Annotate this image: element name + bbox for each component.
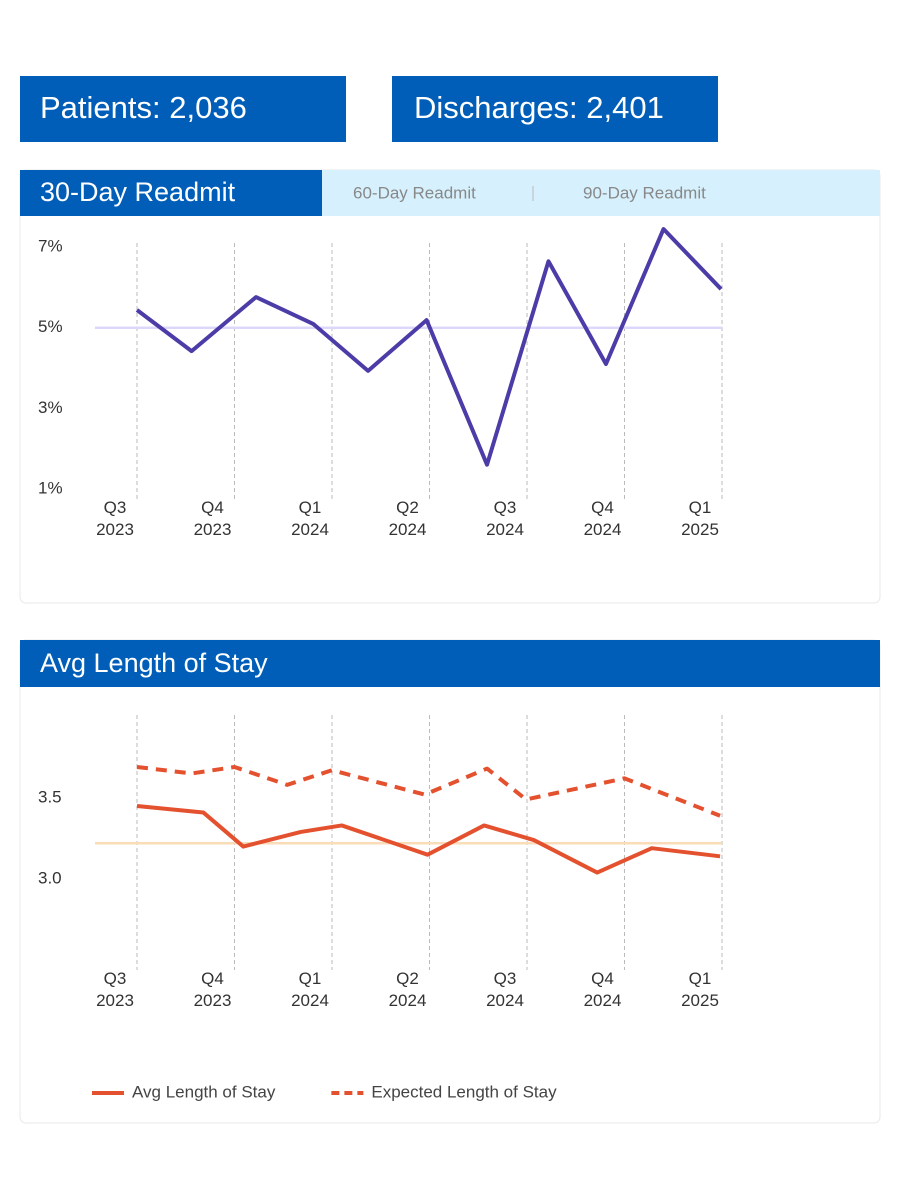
x-tick-label-line: 2024 [291,991,329,1010]
kpi: Discharges: 2,401 [414,90,664,125]
y-tick-label: 3.0 [38,869,62,888]
tab[interactable]: 60-Day Readmit [353,183,476,202]
x-tick-label-line: Q1 [299,969,322,988]
legend-label: Avg Length of Stay [132,1082,276,1101]
x-tick-label-line: 2024 [584,991,622,1010]
x-tick-label-line: 2025 [681,520,719,539]
x-tick-label: Q1 2025 [681,498,719,539]
x-tick-label: Q4 2024 [584,969,622,1010]
series-line [136,764,721,818]
y-tick-label: 7% [38,237,63,256]
y-tick-label: 5% [38,317,63,336]
x-tick-label-line: 2025 [681,991,719,1010]
x-tick-label-line: 2024 [486,991,524,1010]
x-tick-label-line: Q4 [591,969,614,988]
x-tick-label-line: Q2 [396,969,419,988]
x-tick-label: Q4 2024 [584,498,622,539]
x-tick-label-line: Q4 [591,498,614,517]
x-tick-label: Q3 2023 [96,498,134,539]
x-tick-label-line: 2024 [486,520,524,539]
x-tick-label-line: Q2 [396,498,419,517]
legend-label: Expected Length of Stay [371,1082,557,1101]
x-tick-label-line: Q4 [201,498,224,517]
kpi-box [20,76,346,142]
kpi: Patients: 2,036 [40,90,247,125]
x-tick-label-line: 2023 [96,991,134,1010]
tab[interactable]: 30-Day Readmit [40,177,236,207]
x-tick-label: Q2 2024 [389,498,427,539]
x-tick-label: Q4 2023 [194,969,232,1010]
tab[interactable]: 90-Day Readmit [583,183,706,202]
series-line [136,803,721,875]
x-tick-label-line: 2024 [389,991,427,1010]
x-tick-label-line: Q3 [494,969,517,988]
x-tick-label-line: Q1 [299,498,322,517]
x-tick-label-line: 2024 [291,520,329,539]
kpi-box [392,76,718,142]
y-tick-label: 1% [38,478,63,497]
series-line [135,227,723,467]
x-tick-label: Q1 2025 [681,969,719,1010]
x-tick-label: Q1 2024 [291,969,329,1010]
tab-active[interactable] [20,170,322,216]
y-tick-label: 3% [38,398,63,417]
card [19,639,881,1124]
x-tick-label: Q1 2024 [291,498,329,539]
y-tick-label: 3.5 [38,787,62,806]
x-tick-label-line: 2023 [96,520,134,539]
chart-title: Avg Length of Stay [40,648,268,678]
x-tick-label: Q3 2024 [486,969,524,1010]
x-tick-label-line: Q1 [689,969,712,988]
x-tick-label-line: 2024 [389,520,427,539]
x-tick-label-line: 2024 [584,520,622,539]
x-tick-label-line: 2023 [194,991,232,1010]
x-tick-label: Q2 2024 [389,969,427,1010]
x-tick-label: Q4 2023 [194,498,232,539]
x-tick-label-line: Q4 [201,969,224,988]
x-tick-label-line: Q3 [104,969,127,988]
card [19,169,881,604]
card-header [20,640,880,687]
x-tick-label: Q3 2023 [96,969,134,1010]
x-tick-label-line: Q3 [494,498,517,517]
x-tick-label-line: 2023 [194,520,232,539]
x-tick-label-line: Q1 [689,498,712,517]
x-tick-label-line: Q3 [104,498,127,517]
x-tick-label: Q3 2024 [486,498,524,539]
